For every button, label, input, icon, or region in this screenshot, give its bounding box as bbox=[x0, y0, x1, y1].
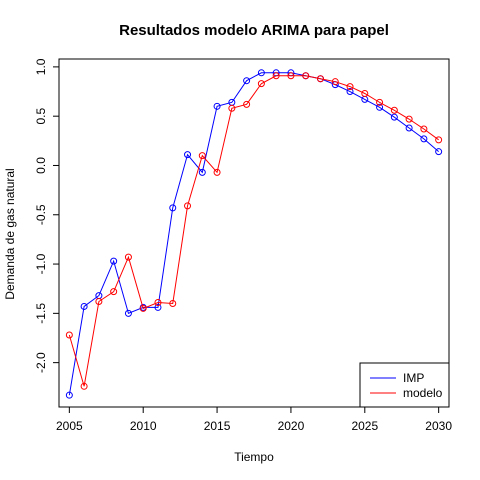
y-tick-label: 0.0 bbox=[34, 157, 48, 174]
y-tick-label: -1.5 bbox=[34, 303, 48, 324]
legend-box bbox=[360, 363, 449, 407]
x-axis-label: Tiempo bbox=[234, 450, 274, 464]
legend: IMP modelo bbox=[360, 363, 449, 407]
legend-label-modelo: modelo bbox=[403, 386, 443, 400]
y-axis-label: Demanda de gas natural bbox=[3, 168, 17, 299]
y-tick-label: -1.0 bbox=[34, 253, 48, 274]
x-tick-label: 2010 bbox=[130, 419, 157, 433]
x-tick-label: 2030 bbox=[425, 419, 452, 433]
x-tick-label: 2025 bbox=[351, 419, 378, 433]
x-tick-label: 2015 bbox=[204, 419, 231, 433]
x-tick-label: 2020 bbox=[278, 419, 305, 433]
y-tick-label: -2.0 bbox=[34, 352, 48, 373]
legend-label-imp: IMP bbox=[403, 371, 424, 385]
y-tick-label: 0.5 bbox=[34, 108, 48, 125]
y-tick-label: -0.5 bbox=[34, 204, 48, 225]
chart-title: Resultados modelo ARIMA para papel bbox=[119, 22, 389, 39]
x-tick-label: 2005 bbox=[56, 419, 83, 433]
y-tick-label: 1.0 bbox=[34, 58, 48, 75]
